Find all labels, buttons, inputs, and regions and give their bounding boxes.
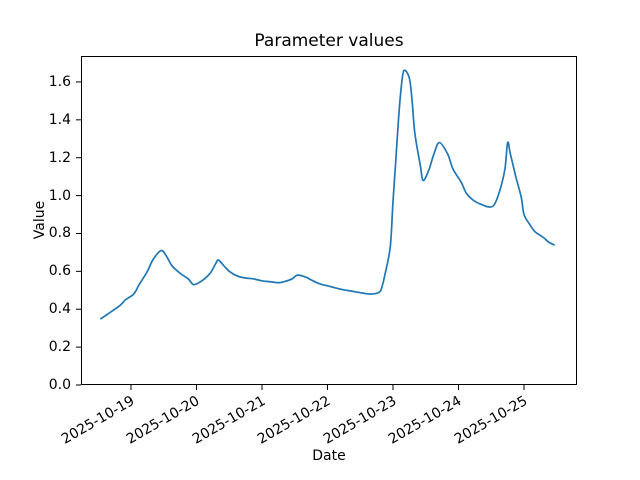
y-tick-label: 1.0	[48, 187, 71, 204]
y-tick-label: 0.8	[48, 225, 71, 242]
chart-title: Parameter values	[254, 31, 404, 51]
y-tick-label: 0.6	[48, 263, 71, 280]
y-tick-label: 1.6	[48, 73, 71, 90]
y-tick-label: 1.2	[48, 149, 71, 166]
y-tick-label: 0.4	[48, 301, 71, 318]
axes-spines	[81, 56, 577, 385]
x-axis-label: Date	[312, 448, 346, 464]
y-tick-label: 0.2	[48, 339, 71, 356]
series-line	[100, 69, 555, 320]
y-tick-label: 1.4	[48, 111, 71, 128]
y-tick-label: 0.0	[48, 377, 71, 393]
